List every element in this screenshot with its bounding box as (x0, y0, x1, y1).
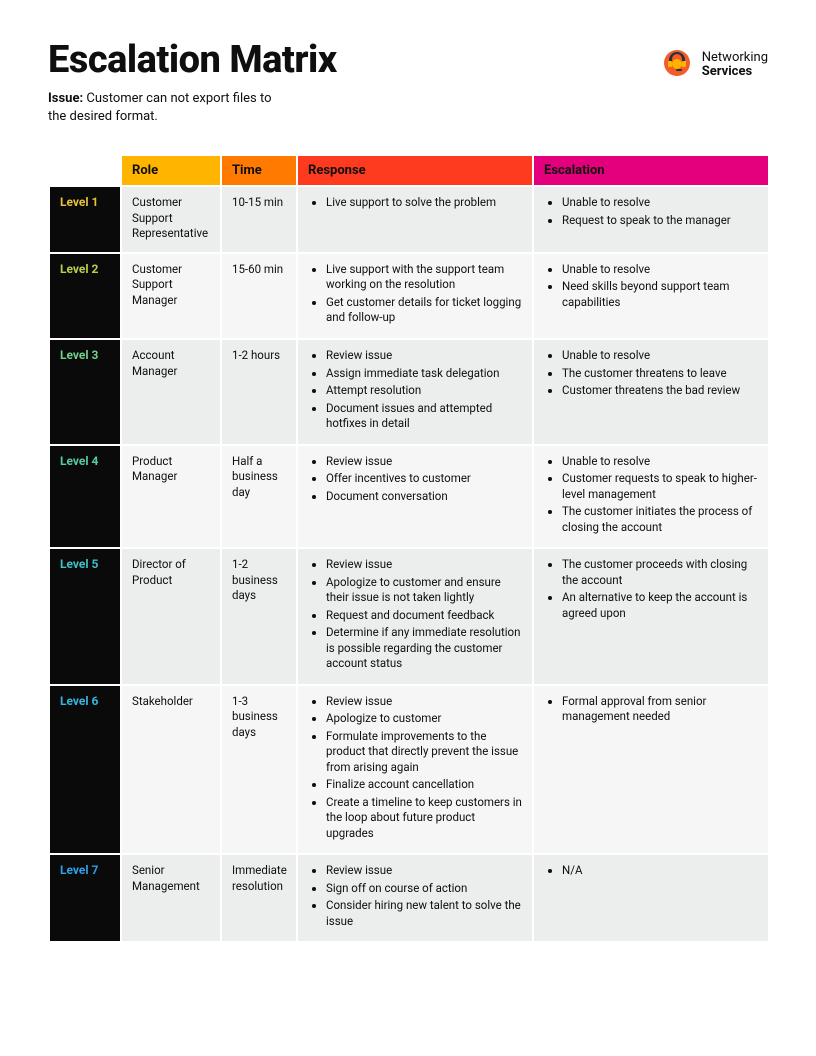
escalation-cell: Formal approval from senior management n… (533, 685, 769, 855)
response-cell: Review issue Sign off on course of action… (297, 854, 533, 942)
level-label: Level 7 (49, 854, 121, 942)
role-cell: Product Manager (121, 445, 221, 549)
response-item: Live support with the support team worki… (326, 262, 522, 293)
response-item: Review issue (326, 694, 522, 710)
response-cell: Review issueOffer incentives to customer… (297, 445, 533, 549)
escalation-item: Unable to resolve (562, 195, 758, 211)
response-cell: Review issue Apologize to customer and en… (297, 548, 533, 685)
time-cell: 1-3 business days (221, 685, 297, 855)
time-cell: Half a business day (221, 445, 297, 549)
response-item: Request and document feedback (326, 608, 522, 624)
time-cell: 15-60 min (221, 253, 297, 339)
escalation-item: An alternative to keep the account is ag… (562, 590, 758, 621)
header-response: Response (297, 155, 533, 186)
table-row: Level 5Director of Product1-2 business d… (49, 548, 769, 685)
header-blank (49, 155, 121, 186)
escalation-item: N/A (562, 863, 758, 879)
response-item: Formulate improvements to the product th… (326, 729, 522, 776)
escalation-item: Unable to resolve (562, 262, 758, 278)
escalation-cell: Unable to resolve Request to speak to the… (533, 186, 769, 253)
issue-label: Issue: (48, 91, 83, 106)
response-item: Assign immediate task delegation (326, 366, 522, 382)
escalation-item: Unable to resolve (562, 348, 758, 364)
escalation-item: The customer initiates the process of cl… (562, 504, 758, 535)
response-item: Document issues and attempted hotfixes i… (326, 401, 522, 432)
escalation-cell: Unable to resolveCustomer requests to sp… (533, 445, 769, 549)
time-cell: 1-2 business days (221, 548, 297, 685)
brand-text: Networking Services (702, 51, 768, 80)
response-item: Review issue (326, 348, 522, 364)
response-cell: Live support to solve the problem (297, 186, 533, 253)
level-label: Level 3 (49, 339, 121, 445)
response-item: Document conversation (326, 489, 522, 505)
escalation-matrix-table: Role Time Response Escalation Level 1Cus… (48, 154, 770, 943)
time-cell: 10-15 min (221, 186, 297, 253)
headset-person-icon (660, 46, 694, 84)
escalation-item: The customer proceeds with closing the a… (562, 557, 758, 588)
response-item: Live support to solve the problem (326, 195, 522, 211)
escalation-item: Request to speak to the manager (562, 213, 758, 229)
response-item: Determine if any immediate resolution is… (326, 625, 522, 672)
level-label: Level 6 (49, 685, 121, 855)
table-row: Level 7Senior ManagementImmediate resolu… (49, 854, 769, 942)
response-item: Get customer details for ticket logging … (326, 295, 522, 326)
time-cell: Immediate resolution (221, 854, 297, 942)
brand-logo: Networking Services (660, 46, 768, 84)
level-label: Level 4 (49, 445, 121, 549)
level-label: Level 1 (49, 186, 121, 253)
escalation-item: The customer threatens to leave (562, 366, 758, 382)
brand-line1: Networking (702, 51, 768, 65)
role-cell: Director of Product (121, 548, 221, 685)
response-item: Finalize account cancellation (326, 777, 522, 793)
page-header: Escalation Matrix Networking Services (48, 40, 768, 84)
response-cell: Review issueApologize to customer Formula… (297, 685, 533, 855)
escalation-item: Customer requests to speak to higher-lev… (562, 471, 758, 502)
escalation-item: Formal approval from senior management n… (562, 694, 758, 725)
response-cell: Live support with the support team worki… (297, 253, 533, 339)
role-cell: Stakeholder (121, 685, 221, 855)
table-row: Level 6Stakeholder1-3 business daysRevie… (49, 685, 769, 855)
role-cell: Customer Support Representative (121, 186, 221, 253)
header-time: Time (221, 155, 297, 186)
issue-description: Issue: Customer can not export files to … (48, 90, 288, 126)
page-title: Escalation Matrix (48, 40, 337, 82)
response-item: Consider hiring new talent to solve the … (326, 898, 522, 929)
level-label: Level 5 (49, 548, 121, 685)
escalation-item: Unable to resolve (562, 454, 758, 470)
response-item: Create a timeline to keep customers in t… (326, 795, 522, 842)
response-item: Review issue (326, 557, 522, 573)
response-item: Attempt resolution (326, 383, 522, 399)
header-escalation: Escalation (533, 155, 769, 186)
table-row: Level 1Customer Support Representative10… (49, 186, 769, 253)
escalation-item: Customer threatens the bad review (562, 383, 758, 399)
header-role: Role (121, 155, 221, 186)
escalation-cell: The customer proceeds with closing the a… (533, 548, 769, 685)
level-label: Level 2 (49, 253, 121, 339)
escalation-cell: Unable to resolveNeed skills beyond supp… (533, 253, 769, 339)
brand-line2: Services (702, 65, 768, 79)
response-item: Apologize to customer and ensure their i… (326, 575, 522, 606)
table-row: Level 4Product ManagerHalf a business da… (49, 445, 769, 549)
table-header-row: Role Time Response Escalation (49, 155, 769, 186)
role-cell: Account Manager (121, 339, 221, 445)
escalation-cell: Unable to resolve The customer threatens … (533, 339, 769, 445)
response-item: Offer incentives to customer (326, 471, 522, 487)
table-row: Level 2Customer Support Manager15-60 min… (49, 253, 769, 339)
response-item: Sign off on course of action (326, 881, 522, 897)
role-cell: Customer Support Manager (121, 253, 221, 339)
time-cell: 1-2 hours (221, 339, 297, 445)
response-cell: Review issue Assign immediate task delega… (297, 339, 533, 445)
escalation-cell: N/A (533, 854, 769, 942)
response-item: Review issue (326, 863, 522, 879)
table-row: Level 3Account Manager1-2 hoursReview is… (49, 339, 769, 445)
escalation-item: Need skills beyond support team capabili… (562, 279, 758, 310)
response-item: Review issue (326, 454, 522, 470)
response-item: Apologize to customer (326, 711, 522, 727)
role-cell: Senior Management (121, 854, 221, 942)
